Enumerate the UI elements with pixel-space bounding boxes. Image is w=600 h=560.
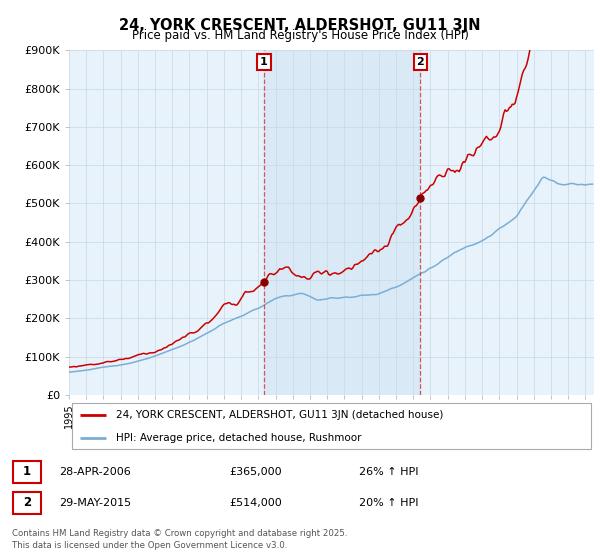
Text: Contains HM Land Registry data © Crown copyright and database right 2025.
This d: Contains HM Land Registry data © Crown c…	[12, 529, 347, 550]
Text: 20% ↑ HPI: 20% ↑ HPI	[359, 498, 418, 507]
Text: 1: 1	[260, 57, 268, 67]
Bar	[264, 50, 421, 395]
Text: Price paid vs. HM Land Registry's House Price Index (HPI): Price paid vs. HM Land Registry's House …	[131, 29, 469, 42]
Text: 2: 2	[23, 496, 31, 509]
Text: 1: 1	[23, 465, 31, 478]
Text: 29-MAY-2015: 29-MAY-2015	[59, 498, 131, 507]
Text: £514,000: £514,000	[229, 498, 282, 507]
FancyBboxPatch shape	[13, 461, 41, 483]
Text: 2: 2	[416, 57, 424, 67]
Text: 28-APR-2006: 28-APR-2006	[59, 467, 131, 477]
Text: £365,000: £365,000	[229, 467, 282, 477]
Text: HPI: Average price, detached house, Rushmoor: HPI: Average price, detached house, Rush…	[116, 433, 362, 443]
Text: 26% ↑ HPI: 26% ↑ HPI	[359, 467, 418, 477]
FancyBboxPatch shape	[13, 492, 41, 514]
Text: 24, YORK CRESCENT, ALDERSHOT, GU11 3JN (detached house): 24, YORK CRESCENT, ALDERSHOT, GU11 3JN (…	[116, 410, 443, 421]
Text: 24, YORK CRESCENT, ALDERSHOT, GU11 3JN: 24, YORK CRESCENT, ALDERSHOT, GU11 3JN	[119, 18, 481, 33]
FancyBboxPatch shape	[71, 404, 592, 449]
